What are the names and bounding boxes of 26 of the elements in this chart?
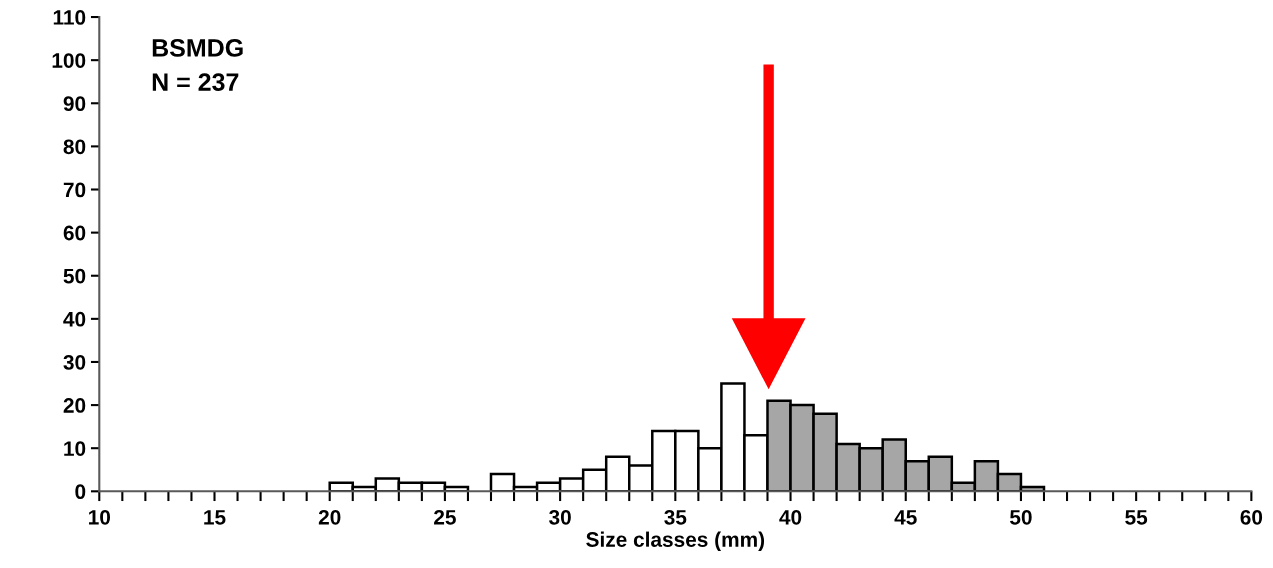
- x-tick-label: 35: [664, 509, 687, 525]
- y-tick-label: 0: [75, 484, 86, 500]
- x-tick-label: 25: [434, 509, 456, 525]
- x-tick-label: 15: [204, 510, 226, 525]
- annotation: N = 237: [152, 73, 239, 91]
- x-tick-label: 30: [549, 509, 571, 525]
- y-tick-label: 90: [63, 96, 86, 112]
- y-tick-label: 110: [53, 10, 86, 25]
- x-tick-label: 40: [779, 509, 802, 525]
- x-tick-label: 55: [1125, 510, 1148, 525]
- y-tick-label: 80: [63, 139, 86, 155]
- y-tick-label: 100: [52, 53, 86, 68]
- x-tick-label: 45: [894, 510, 917, 525]
- x-tick-label: 10: [89, 509, 111, 525]
- y-tick-label: 50: [63, 268, 86, 284]
- x-axis-title: Size classes (mm): [586, 531, 765, 551]
- y-tick-label: 20: [63, 398, 86, 413]
- x-tick-label: 60: [1240, 509, 1263, 525]
- x-tick-label: 50: [1010, 509, 1032, 525]
- y-tick-label: 40: [63, 311, 86, 327]
- y-tick-label: 60: [63, 225, 86, 241]
- y-tick-label: 10: [64, 441, 86, 456]
- x-tick-label: 20: [318, 509, 341, 525]
- y-tick-label: 30: [63, 354, 86, 370]
- y-tick-label: 70: [63, 182, 86, 198]
- annotation: BSMDG: [152, 39, 243, 57]
